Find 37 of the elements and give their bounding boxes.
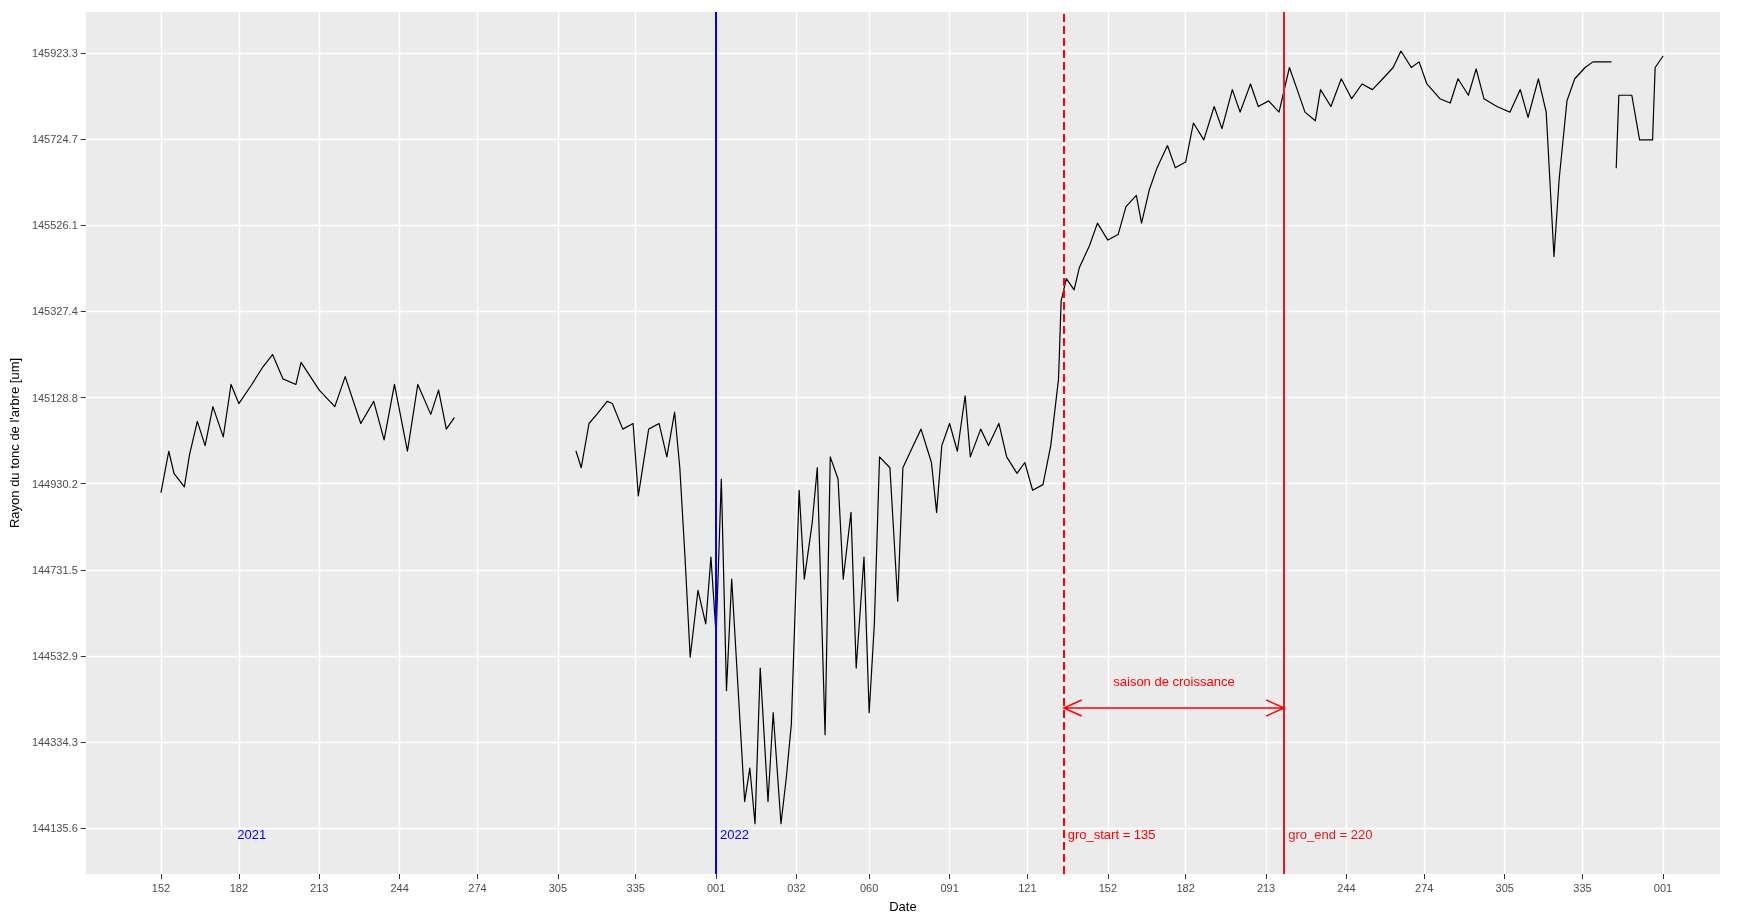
x-tick-label: 213 bbox=[1256, 881, 1276, 894]
x-tick-label: 152 bbox=[151, 881, 171, 894]
x-tick-label: 032 bbox=[787, 881, 806, 894]
x-tick-label: 244 bbox=[1337, 881, 1356, 894]
x-tick-label: 001 bbox=[1653, 881, 1673, 894]
annotation: saison de croissance bbox=[1113, 673, 1235, 689]
y-tick-label: 144532.9 bbox=[31, 649, 78, 662]
y-axis-title: Rayon du tonc de l'arbre [um] bbox=[7, 357, 22, 529]
y-tick-label: 144334.3 bbox=[31, 736, 78, 749]
y-tick-label: 145128.8 bbox=[31, 391, 78, 404]
y-tick-label: 144731.5 bbox=[31, 563, 78, 576]
ref-line-label: gro_start = 135 bbox=[1067, 826, 1156, 842]
y-tick-label: 145923.3 bbox=[31, 47, 78, 60]
ref-line-label: 2022 bbox=[720, 826, 750, 842]
x-tick-label: 274 bbox=[1415, 881, 1434, 894]
x-tick-label: 001 bbox=[706, 881, 726, 894]
x-tick-label: 121 bbox=[1018, 881, 1037, 894]
x-axis-title: Date bbox=[889, 899, 917, 914]
x-tick-label: 335 bbox=[1573, 881, 1592, 894]
annotation: 2021 bbox=[237, 826, 267, 842]
y-tick-label: 145724.7 bbox=[31, 133, 78, 146]
y-tick-label: 144930.2 bbox=[31, 477, 78, 490]
x-tick-label: 091 bbox=[940, 881, 959, 894]
x-tick-label: 060 bbox=[859, 881, 879, 894]
x-tick-label: 152 bbox=[1098, 881, 1117, 894]
x-tick-label: 335 bbox=[626, 881, 645, 894]
y-tick-label: 145327.4 bbox=[31, 305, 78, 318]
y-tick-label: 145526.1 bbox=[31, 219, 78, 232]
x-tick-label: 305 bbox=[548, 881, 568, 894]
ref-line-label: gro_end = 220 bbox=[1288, 826, 1373, 842]
y-tick-label: 144135.6 bbox=[31, 822, 78, 835]
x-tick-label: 182 bbox=[229, 881, 249, 894]
x-tick-label: 213 bbox=[310, 881, 329, 894]
x-tick-label: 274 bbox=[468, 881, 487, 894]
x-tick-label: 244 bbox=[390, 881, 409, 894]
x-tick-label: 305 bbox=[1495, 881, 1514, 894]
x-tick-label: 182 bbox=[1176, 881, 1195, 894]
